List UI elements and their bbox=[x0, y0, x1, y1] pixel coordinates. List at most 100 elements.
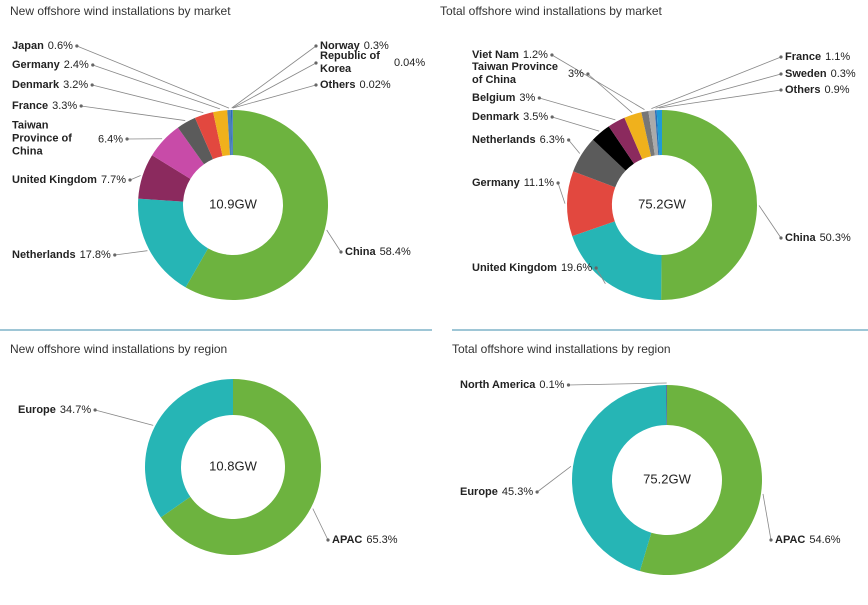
value-label: 3.3% bbox=[52, 100, 78, 112]
leader-line bbox=[129, 175, 141, 181]
donut-segment bbox=[573, 139, 626, 188]
leader-dot bbox=[594, 266, 598, 270]
leader-line bbox=[651, 56, 782, 109]
leader-line bbox=[655, 73, 782, 109]
data-label: China 58.4% bbox=[345, 246, 411, 258]
data-label: Japan 0.6% bbox=[12, 40, 73, 52]
donut-segment bbox=[567, 171, 616, 237]
leader-dot bbox=[550, 115, 554, 119]
chart-title: Total offshore wind installations by reg… bbox=[452, 342, 671, 356]
category-name: Netherlands bbox=[472, 134, 536, 146]
category-name: North America bbox=[460, 379, 536, 391]
data-label: France 1.1% bbox=[785, 51, 850, 63]
donut-segment bbox=[185, 110, 329, 300]
category-name: Denmark bbox=[12, 79, 60, 91]
value-label: 1.2% bbox=[522, 49, 548, 61]
value-label: 17.8% bbox=[79, 249, 111, 261]
data-label: Europe 45.3% bbox=[460, 486, 533, 498]
category-name: United Kingdom bbox=[472, 262, 557, 274]
value-label: 54.6% bbox=[809, 534, 841, 546]
value-label: 3.2% bbox=[63, 79, 89, 91]
category-name: Sweden bbox=[785, 68, 827, 80]
leader-dot bbox=[314, 44, 318, 48]
leader-line bbox=[326, 229, 342, 253]
donut-segment bbox=[177, 117, 213, 165]
category-name: Belgium bbox=[472, 92, 516, 104]
category-name: Taiwan Province of China bbox=[12, 119, 72, 158]
donut-segment bbox=[138, 198, 209, 288]
data-label: Republic of Korea 0.04% bbox=[320, 50, 425, 76]
donut-segment bbox=[194, 112, 223, 160]
leader-dot bbox=[314, 83, 318, 87]
category-name: Europe bbox=[460, 486, 498, 498]
data-label: United Kingdom 7.7% bbox=[12, 174, 126, 186]
donut-segment bbox=[624, 112, 652, 160]
donut-segment bbox=[639, 385, 762, 575]
data-label: Sweden 0.3% bbox=[785, 68, 856, 80]
leader-dot bbox=[113, 253, 117, 257]
value-label: 3% bbox=[519, 92, 536, 104]
category-name: Netherlands bbox=[12, 249, 76, 261]
donut-segment bbox=[145, 379, 233, 518]
donut-segment bbox=[666, 385, 667, 426]
leader-line bbox=[536, 466, 572, 493]
donut-segment bbox=[213, 110, 230, 157]
donut-segment bbox=[592, 126, 634, 171]
category-name: China bbox=[785, 232, 816, 244]
category-name: Denmark bbox=[472, 111, 520, 123]
value-label: 0.3% bbox=[363, 40, 389, 52]
leader-line bbox=[568, 382, 667, 386]
value-label: 0.9% bbox=[824, 84, 850, 96]
leader-dot bbox=[556, 181, 560, 185]
data-label: North America 0.1% bbox=[460, 379, 564, 391]
leader-dot bbox=[314, 61, 318, 65]
value-label: 65.3% bbox=[366, 534, 398, 546]
value-label: 3% bbox=[568, 68, 584, 80]
donut-segment bbox=[641, 110, 655, 157]
data-label: Viet Nam 1.2% bbox=[472, 49, 548, 61]
leader-dot bbox=[550, 53, 554, 57]
value-label: 6.4% bbox=[98, 133, 124, 145]
donut-segment bbox=[661, 110, 757, 300]
category-name: Republic of Korea bbox=[320, 50, 380, 75]
data-label: Netherlands 6.3% bbox=[472, 134, 565, 146]
chart-title: New offshore wind installations by regio… bbox=[10, 342, 228, 356]
value-label: 7.7% bbox=[100, 174, 127, 186]
donut-segment bbox=[648, 110, 659, 156]
data-label: Norway 0.3% bbox=[320, 40, 389, 52]
data-label: Denmark 3.5% bbox=[472, 111, 548, 123]
leader-dot bbox=[79, 104, 83, 108]
category-name: APAC bbox=[332, 534, 363, 546]
leader-line bbox=[762, 493, 772, 541]
category-name: Others bbox=[320, 79, 356, 91]
category-name: Taiwan Province of China bbox=[472, 61, 558, 86]
category-name: Germany bbox=[12, 59, 60, 71]
donut-segment bbox=[572, 221, 662, 300]
category-name: Others bbox=[785, 84, 821, 96]
category-name: China bbox=[345, 246, 376, 258]
leader-line bbox=[76, 45, 230, 109]
donut-segment bbox=[230, 110, 233, 156]
leader-dot bbox=[566, 383, 571, 387]
leader-dot bbox=[779, 236, 783, 240]
leader-line bbox=[92, 64, 221, 110]
category-name: Germany bbox=[472, 177, 520, 189]
chart-title: Total offshore wind installations by mar… bbox=[440, 4, 662, 18]
leader-dot bbox=[779, 72, 783, 76]
data-label: France 3.3% bbox=[12, 100, 77, 112]
leader-dot bbox=[779, 88, 783, 92]
data-label: Netherlands 17.8% bbox=[12, 249, 111, 261]
leader-line bbox=[758, 205, 782, 239]
value-label: 0.6% bbox=[47, 40, 73, 52]
value-label: 0.02% bbox=[359, 79, 391, 91]
value-label: 0.04% bbox=[394, 57, 426, 69]
leader-dot bbox=[326, 538, 330, 542]
leader-line bbox=[114, 250, 148, 256]
value-label: 0.3% bbox=[830, 68, 856, 80]
leader-line bbox=[232, 62, 317, 109]
category-name: France bbox=[12, 100, 49, 112]
category-name: Japan bbox=[12, 40, 44, 52]
leader-line bbox=[312, 508, 329, 541]
center-label: 10.9GW bbox=[209, 196, 257, 211]
